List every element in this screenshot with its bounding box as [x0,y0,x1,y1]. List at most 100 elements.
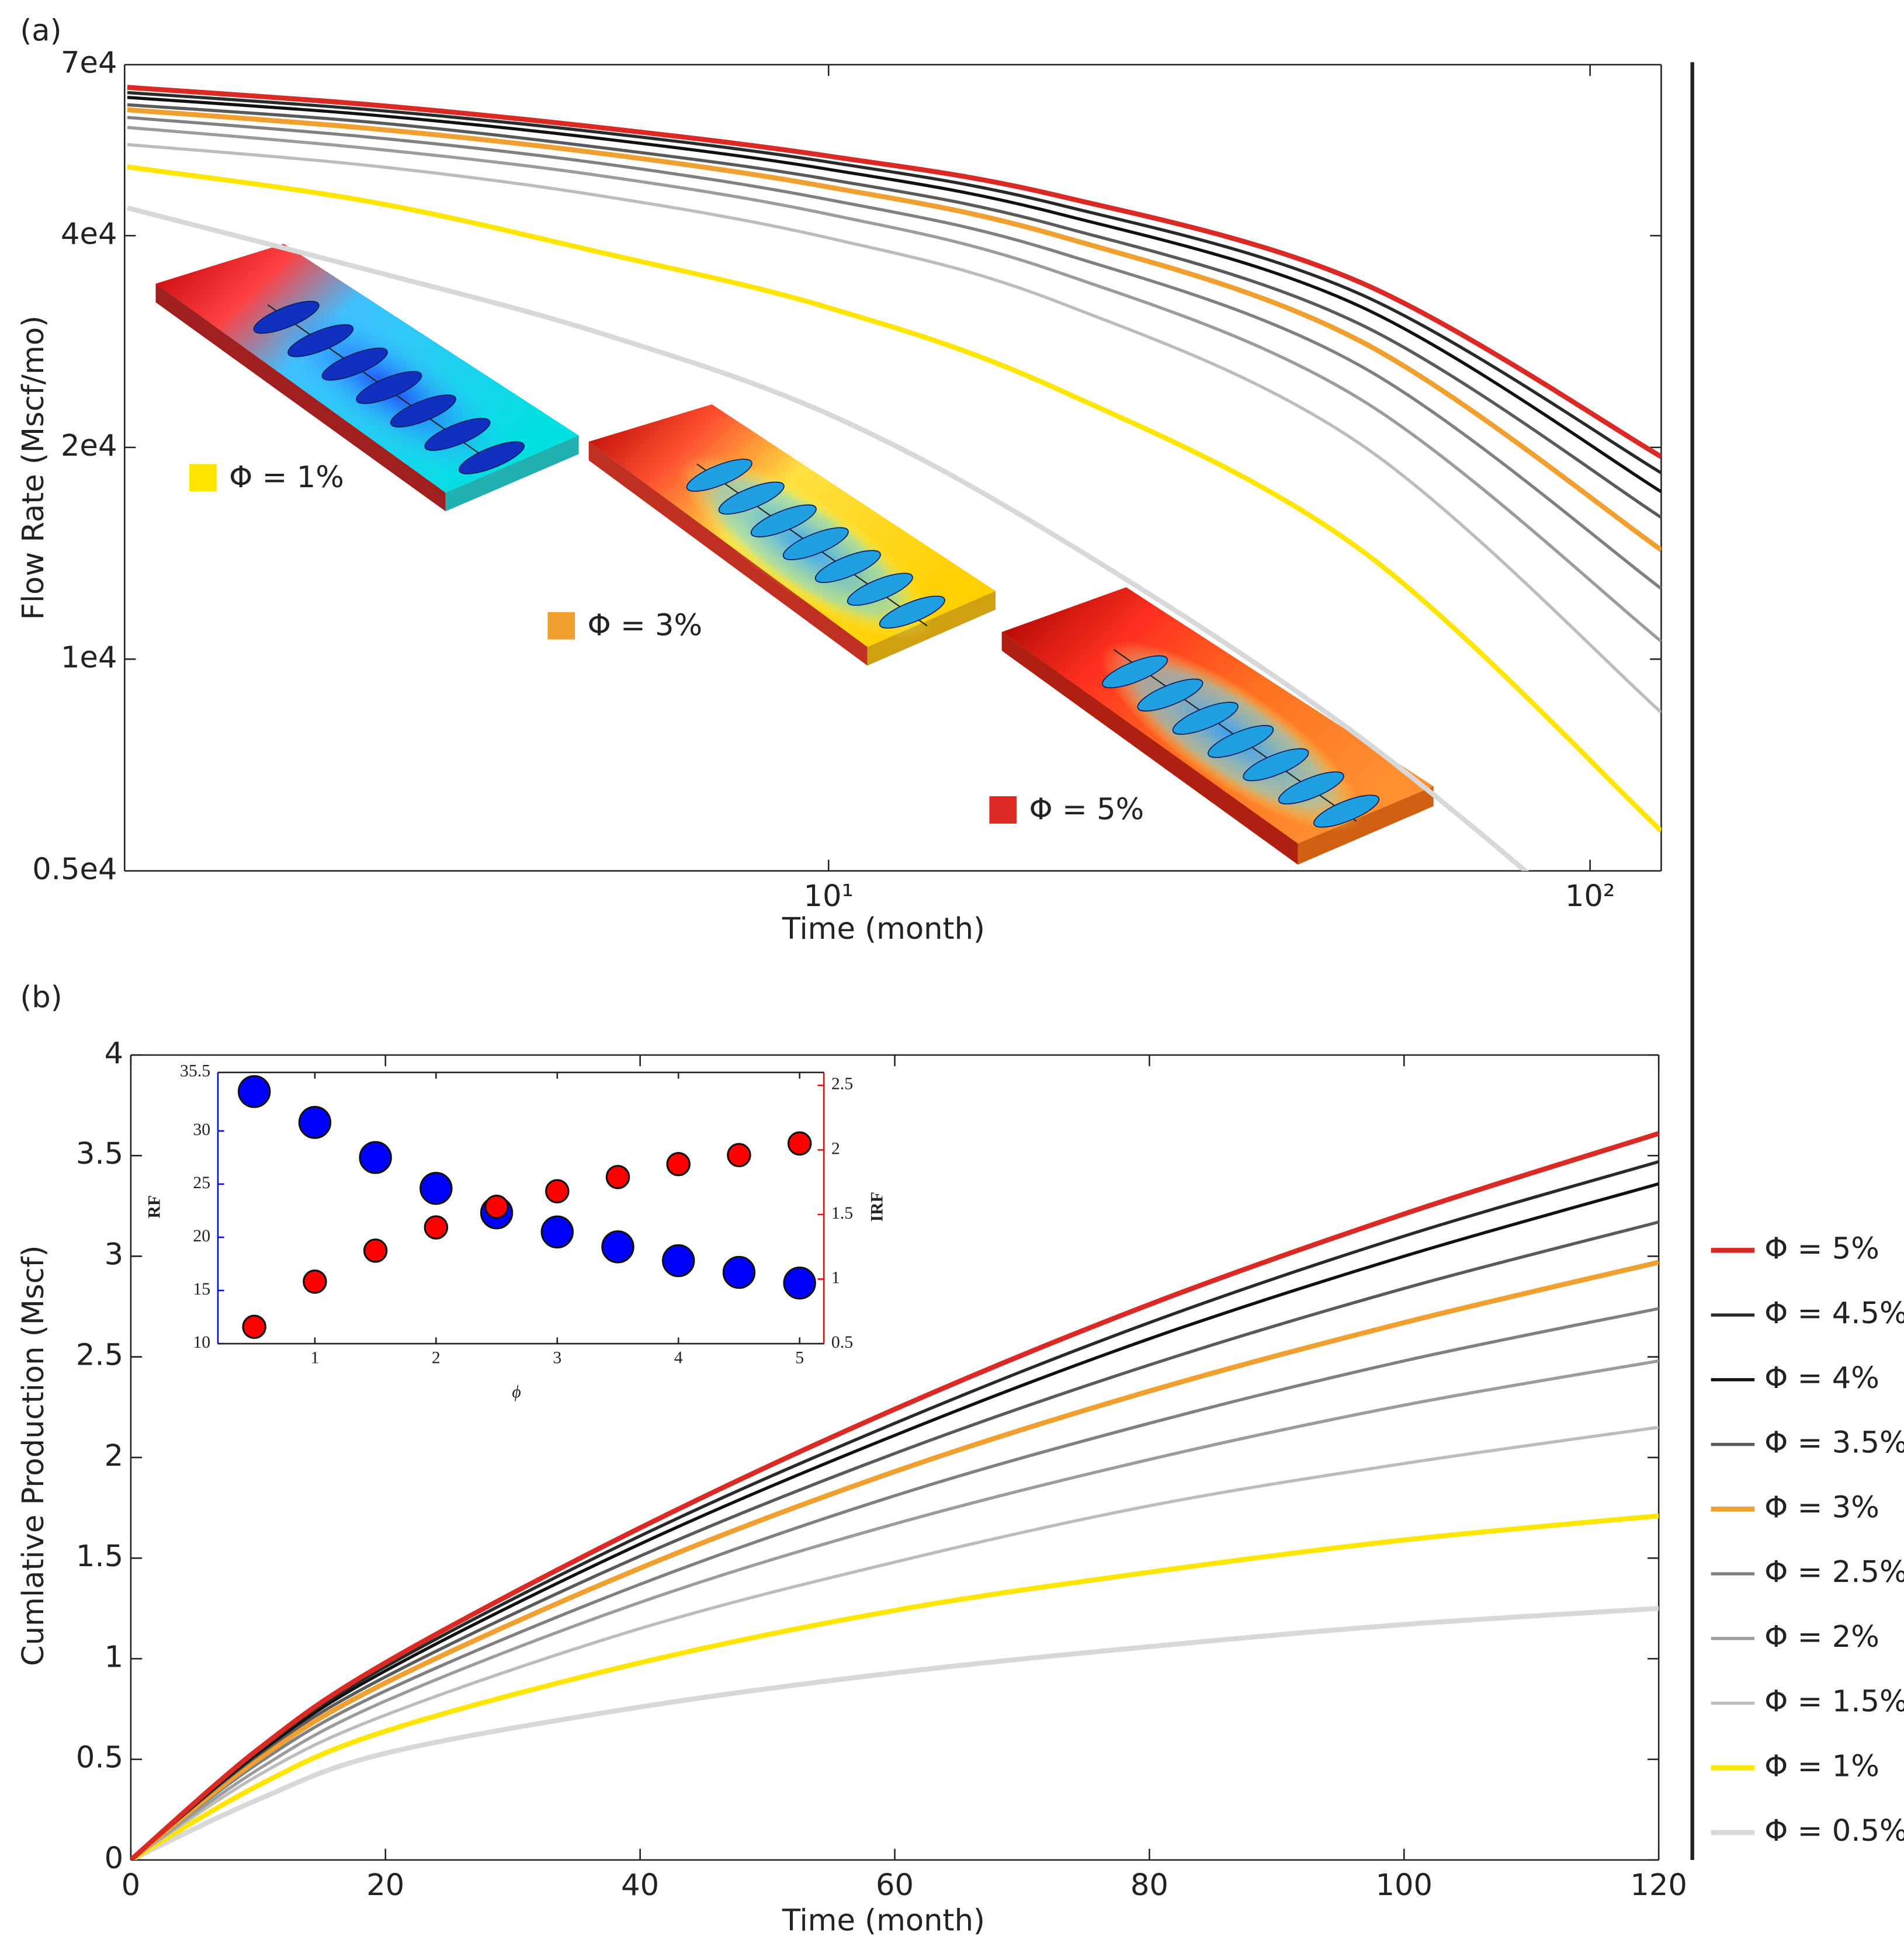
scatter-point [237,1075,271,1108]
legend-label: Φ = 2% [1764,1620,1879,1654]
x-tick-label: 2 [432,1348,441,1368]
series-line [127,103,1662,519]
scatter-point [601,1230,634,1264]
y-tick-label: 4e4 [61,217,117,251]
series-line [130,1425,1659,1860]
y2-tick-label: 1.5 [831,1203,853,1223]
y-tick-label: 3.5 [76,1137,123,1171]
scatter-point [298,1106,332,1139]
annotation: Φ = 1% [229,460,344,495]
series-line [127,96,1662,493]
fracture [287,324,354,358]
scatter-point [662,1244,695,1278]
series-line [130,1182,1659,1860]
scatter-point [363,1238,388,1263]
y-tick-label: 35.5 [180,1061,210,1081]
scatter-point [787,1131,812,1156]
series-line [130,1259,1659,1860]
fracture [321,348,388,381]
y-tick-label: 2.5 [76,1338,123,1373]
fracture [814,550,881,583]
fracture [1172,702,1239,735]
x-tick-label: 10² [1565,879,1615,914]
panel-label: (b) [20,980,62,1015]
legend-label: Φ = 5% [1764,1231,1879,1266]
series-line [130,1220,1659,1860]
series-line [127,164,1662,833]
legend-label: Φ = 1.5% [1764,1685,1904,1719]
scatter-point [242,1314,266,1340]
x-tick-label: 0 [122,1868,141,1903]
fracture [782,527,849,560]
series-line [127,126,1662,643]
y-tick-label: 10 [193,1333,210,1352]
scatter-point [783,1267,816,1300]
fracture [1208,725,1274,758]
series-line [127,107,1662,552]
fracture [253,300,320,334]
x-tick-label: 1 [310,1348,319,1368]
x-tick-label: 4 [674,1348,683,1368]
annotation-swatch [547,612,575,640]
legend-label: Φ = 1% [1764,1749,1879,1783]
legend-label: Φ = 3.5% [1764,1426,1904,1460]
y-tick-label: 15 [193,1279,210,1299]
legend-label: Φ = 3% [1764,1490,1879,1525]
scatter-point [303,1269,327,1294]
reservoir-block-1 [155,244,579,512]
x-tick-label: 3 [553,1348,561,1368]
chart: (b)0 20 40 60 80 100 12000.511.522.533.54Time … [16,980,1904,1938]
fracture [750,504,817,537]
series-line [130,1307,1659,1860]
series-line [130,1606,1659,1860]
y-tick-label: 30 [193,1120,210,1139]
x-tick-label: 5 [795,1348,804,1368]
scatter-point [359,1141,392,1174]
y2-tick-label: 1 [831,1268,840,1287]
y-tick-label: 0.5e4 [32,852,117,887]
panel-label: (a) [20,13,61,48]
scatter-point [727,1143,751,1168]
annotation: Φ = 5% [1029,793,1145,827]
series-line [130,1359,1659,1860]
x-axis-label: Time (month) [782,912,985,946]
y-axis-label: Cumlative Production (Mscf) [16,1245,51,1666]
series-line [127,91,1662,474]
scatter-point [419,1172,453,1205]
x-tick-label: 120 [1630,1868,1687,1903]
legend-label: Φ = 4% [1764,1361,1879,1396]
y-axis-label: Flow Rate (Mscf/mo) [16,315,51,620]
series-line [130,1131,1659,1860]
fracture [718,481,785,515]
y-tick-label: 4 [105,1036,124,1071]
y-tick-label: 2 [105,1439,124,1473]
x-tick-label: 80 [1130,1868,1168,1903]
series-line [127,85,1662,459]
scatter-point [424,1215,449,1240]
y-tick-label: 1e4 [61,640,117,675]
series-line [130,1513,1659,1860]
lines [126,85,1662,871]
y-tick-label: 25 [193,1173,210,1192]
fracture [356,371,422,404]
fracture [1102,655,1168,689]
fracture [1137,678,1204,712]
annotation-swatch [989,796,1017,824]
annotation: Φ = 3% [588,608,703,643]
x-tick-label: 10¹ [803,879,854,914]
scatter-point [540,1215,574,1249]
chart: (a) 10¹ 10² 0.5e4 1e4 2e4 4e4 7e4 Time (month) Fl… [16,13,1662,946]
fracture [390,394,456,428]
fractures [253,300,1380,828]
legend-label: Φ = 2.5% [1764,1555,1904,1590]
y-tick-label: 1.5 [76,1539,123,1574]
x-tick-label: 60 [876,1868,914,1903]
y2-tick-label: 2.5 [831,1074,853,1094]
y-tick-label: 20 [193,1226,210,1245]
fracture [879,595,945,629]
y-tick-label: 1 [105,1640,124,1674]
x-tick-label: 40 [621,1868,659,1903]
y2-tick-label: 2 [831,1139,840,1158]
